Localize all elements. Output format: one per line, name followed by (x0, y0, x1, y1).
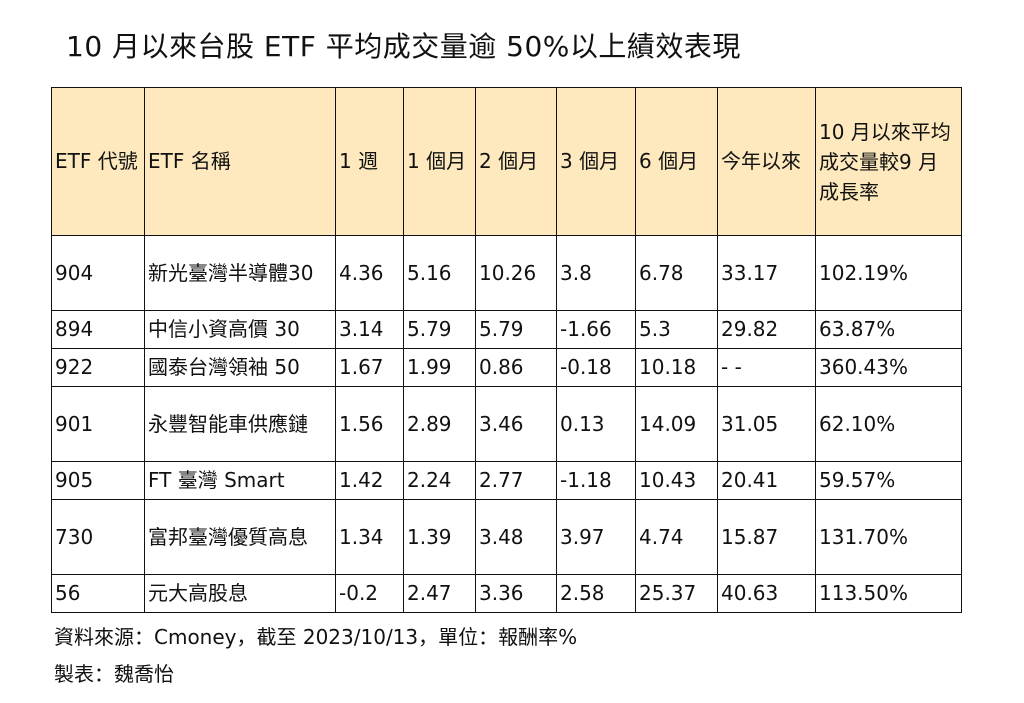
cell-ytd: 20.41 (717, 461, 816, 500)
cell-volume-growth: 360.43% (815, 348, 962, 387)
cell-1-week: 1.67 (335, 348, 404, 387)
cell-volume-growth: 102.19% (815, 235, 962, 311)
cell-1-month: 2.47 (403, 574, 476, 613)
cell-6-month: 6.78 (635, 235, 718, 311)
cell-6-month: 4.74 (635, 499, 718, 575)
table-row: 905 FT 臺灣 Smart 1.42 2.24 2.77 -1.18 10.… (51, 461, 962, 500)
cell-1-week: -0.2 (335, 574, 404, 613)
table-row: 922 國泰台灣領袖 50 1.67 1.99 0.86 -0.18 10.18… (51, 348, 962, 387)
cell-2-month: 5.79 (475, 310, 557, 349)
header-6-month: 6 個月 (635, 87, 718, 236)
cell-1-month: 2.24 (403, 461, 476, 500)
table-row: 730 富邦臺灣優質高息 1.34 1.39 3.48 3.97 4.74 15… (51, 499, 962, 575)
cell-6-month: 10.18 (635, 348, 718, 387)
cell-ytd: 31.05 (717, 386, 816, 462)
cell-code: 56 (51, 574, 145, 613)
cell-2-month: 3.48 (475, 499, 557, 575)
cell-name: 中信小資高價 30 (144, 310, 336, 349)
cell-6-month: 5.3 (635, 310, 718, 349)
header-volume-growth: 10 月以來平均成交量較9 月成長率 (815, 87, 962, 236)
header-3-month: 3 個月 (556, 87, 636, 236)
cell-volume-growth: 131.70% (815, 499, 962, 575)
cell-3-month: 2.58 (556, 574, 636, 613)
cell-code: 901 (51, 386, 145, 462)
cell-1-month: 1.99 (403, 348, 476, 387)
cell-volume-growth: 59.57% (815, 461, 962, 500)
cell-volume-growth: 63.87% (815, 310, 962, 349)
table-row: 56 元大高股息 -0.2 2.47 3.36 2.58 25.37 40.63… (51, 574, 962, 613)
cell-1-month: 5.79 (403, 310, 476, 349)
cell-2-month: 2.77 (475, 461, 557, 500)
cell-2-month: 10.26 (475, 235, 557, 311)
table-header-row: ETF 代號 ETF 名稱 1 週 1 個月 2 個月 3 個月 6 個月 今年… (51, 87, 962, 236)
table-row: 894 中信小資高價 30 3.14 5.79 5.79 -1.66 5.3 2… (51, 310, 962, 349)
cell-code: 894 (51, 310, 145, 349)
cell-3-month: -1.66 (556, 310, 636, 349)
page-title: 10 月以來台股 ETF 平均成交量逾 50%以上績效表現 (66, 30, 741, 63)
cell-3-month: -0.18 (556, 348, 636, 387)
table-row: 901 永豐智能車供應鏈 1.56 2.89 3.46 0.13 14.09 3… (51, 386, 962, 462)
header-etf-name: ETF 名稱 (144, 87, 336, 236)
cell-code: 904 (51, 235, 145, 311)
cell-1-week: 4.36 (335, 235, 404, 311)
cell-3-month: 3.8 (556, 235, 636, 311)
cell-code: 905 (51, 461, 145, 500)
cell-name: 國泰台灣領袖 50 (144, 348, 336, 387)
cell-3-month: 0.13 (556, 386, 636, 462)
header-1-week: 1 週 (335, 87, 404, 236)
cell-volume-growth: 62.10% (815, 386, 962, 462)
cell-1-month: 2.89 (403, 386, 476, 462)
cell-1-week: 1.34 (335, 499, 404, 575)
cell-volume-growth: 113.50% (815, 574, 962, 613)
cell-6-month: 14.09 (635, 386, 718, 462)
cell-1-month: 5.16 (403, 235, 476, 311)
cell-2-month: 0.86 (475, 348, 557, 387)
cell-2-month: 3.46 (475, 386, 557, 462)
cell-1-week: 1.42 (335, 461, 404, 500)
cell-name: 新光臺灣半導體30 (144, 235, 336, 311)
cell-ytd: 40.63 (717, 574, 816, 613)
cell-1-week: 3.14 (335, 310, 404, 349)
cell-code: 922 (51, 348, 145, 387)
cell-6-month: 25.37 (635, 574, 718, 613)
cell-name: 富邦臺灣優質高息 (144, 499, 336, 575)
source-note: 資料來源：Cmoney，截至 2023/10/13，單位：報酬率% (54, 625, 578, 649)
maker-note: 製表：魏喬怡 (54, 662, 174, 686)
cell-3-month: -1.18 (556, 461, 636, 500)
cell-ytd: 29.82 (717, 310, 816, 349)
cell-name: 永豐智能車供應鏈 (144, 386, 336, 462)
header-2-month: 2 個月 (475, 87, 557, 236)
etf-performance-table: ETF 代號 ETF 名稱 1 週 1 個月 2 個月 3 個月 6 個月 今年… (51, 87, 962, 613)
cell-ytd: - - (717, 348, 816, 387)
cell-6-month: 10.43 (635, 461, 718, 500)
cell-name: 元大高股息 (144, 574, 336, 613)
header-1-month: 1 個月 (403, 87, 476, 236)
header-etf-code: ETF 代號 (51, 87, 145, 236)
table-row: 904 新光臺灣半導體30 4.36 5.16 10.26 3.8 6.78 3… (51, 235, 962, 311)
cell-ytd: 15.87 (717, 499, 816, 575)
cell-ytd: 33.17 (717, 235, 816, 311)
cell-1-month: 1.39 (403, 499, 476, 575)
header-ytd: 今年以來 (717, 87, 816, 236)
cell-3-month: 3.97 (556, 499, 636, 575)
cell-2-month: 3.36 (475, 574, 557, 613)
cell-code: 730 (51, 499, 145, 575)
cell-name: FT 臺灣 Smart (144, 461, 336, 500)
cell-1-week: 1.56 (335, 386, 404, 462)
